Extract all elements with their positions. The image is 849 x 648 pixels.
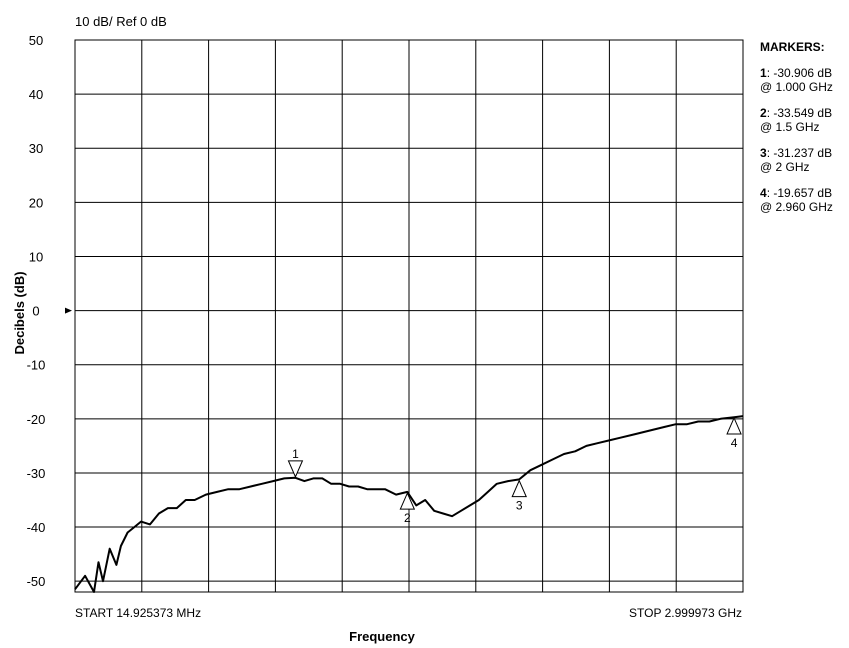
marker-2: 2: [399, 491, 416, 525]
marker-number: 1: [760, 66, 767, 80]
marker-number-label: 2: [404, 511, 411, 525]
marker-3: 3: [511, 479, 527, 513]
marker-value: : -33.549 dB: [766, 106, 833, 120]
marker-number: 2: [760, 106, 767, 120]
y-tick-label: -40: [27, 520, 46, 535]
y-tick-label: 30: [29, 141, 43, 156]
marker-value: : -30.906 dB: [766, 66, 833, 80]
chart-title: 10 dB/ Ref 0 dB: [75, 14, 167, 29]
y-tick-label: 10: [29, 249, 43, 264]
marker-number: 3: [760, 146, 767, 160]
reference-level-indicator: [65, 307, 72, 314]
marker-entry-4: 4: -19.657 dB @ 2.960 GHz: [760, 186, 848, 214]
marker-entry-1: 1: -30.906 dB @ 1.000 GHz: [760, 66, 848, 94]
y-axis-label: Decibels (dB): [12, 271, 27, 354]
marker-triangle: [726, 416, 742, 435]
y-tick-labels: 50 40 30 20 10 0 -10 -20 -30 -40 -50: [27, 33, 46, 589]
trace-line: [74, 415, 744, 593]
marker-4: 4: [726, 416, 742, 450]
y-tick-label: -20: [27, 412, 46, 427]
y-tick-label: -10: [27, 358, 46, 373]
marker-value: : -31.237 dB: [766, 146, 833, 160]
marker-1: 1: [287, 447, 304, 479]
marker-number-label: 4: [731, 436, 738, 450]
y-tick-label: -30: [27, 466, 46, 481]
y-tick-label: -50: [27, 574, 46, 589]
marker-triangle: [399, 491, 416, 510]
marker-triangle: [287, 460, 304, 479]
marker-number: 4: [760, 186, 767, 200]
marker-frequency: @ 2 GHz: [760, 160, 810, 174]
marker-triangle: [511, 479, 527, 498]
marker-frequency: @ 1.000 GHz: [760, 80, 833, 94]
y-tick-label: 0: [32, 304, 39, 319]
markers-panel: MARKERS: 1: -30.906 dB @ 1.000 GHz 2: -3…: [760, 40, 848, 226]
marker-entry-3: 3: -31.237 dB @ 2 GHz: [760, 146, 848, 174]
marker-glyphs: 1 2 3 4: [287, 416, 742, 525]
y-tick-label: 20: [29, 195, 43, 210]
marker-frequency: @ 2.960 GHz: [760, 200, 833, 214]
start-frequency-label: START 14.925373 MHz: [75, 606, 201, 620]
marker-entry-2: 2: -33.549 dB @ 1.5 GHz: [760, 106, 848, 134]
stop-frequency-label: STOP 2.999973 GHz: [629, 606, 742, 620]
grid: [74, 39, 744, 593]
y-tick-label: 40: [29, 87, 43, 102]
marker-number-label: 1: [292, 447, 299, 461]
markers-title: MARKERS:: [760, 40, 825, 54]
x-axis-label: Frequency: [349, 629, 416, 644]
marker-frequency: @ 1.5 GHz: [760, 120, 820, 134]
marker-number-label: 3: [516, 499, 523, 513]
marker-value: : -19.657 dB: [766, 186, 833, 200]
y-tick-label: 50: [29, 33, 43, 48]
